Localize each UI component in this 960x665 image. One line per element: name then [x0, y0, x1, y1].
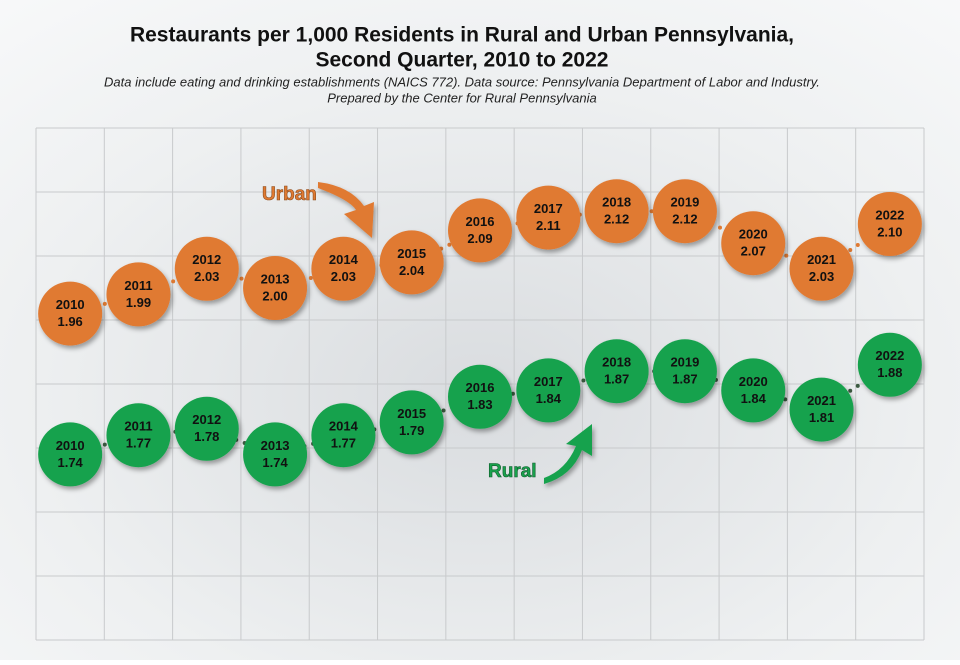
- data-point: [584, 179, 649, 244]
- point-year-label: 2016: [466, 380, 495, 395]
- data-point: [38, 422, 103, 487]
- point-year-label: 2010: [56, 438, 85, 453]
- data-label: 2.03: [809, 269, 834, 284]
- point-year-label: 2020: [739, 227, 768, 242]
- arrow: [318, 182, 374, 238]
- point-year-label: 2012: [192, 252, 221, 267]
- data-label: 2.00: [262, 288, 287, 303]
- data-point: [448, 198, 512, 263]
- point-year-label: 2018: [602, 355, 631, 370]
- data-label: 2.07: [741, 244, 766, 259]
- data-label: 1.79: [399, 423, 424, 438]
- point-year-label: 2019: [670, 195, 699, 210]
- data-point: [721, 358, 786, 423]
- data-label: 1.77: [126, 436, 151, 451]
- data-label: 2.09: [467, 231, 492, 246]
- data-point: [243, 422, 308, 487]
- data-label: 1.78: [194, 429, 219, 444]
- data-label: 1.96: [57, 314, 82, 329]
- point-year-label: 2015: [397, 246, 426, 261]
- point-year-label: 2017: [534, 201, 563, 216]
- point-year-label: 2010: [56, 297, 85, 312]
- data-label: 2.10: [877, 224, 902, 239]
- data-label: 2.12: [672, 212, 697, 227]
- point-year-label: 2011: [124, 278, 152, 293]
- data-point: [379, 390, 444, 455]
- data-label: 2.03: [194, 269, 219, 284]
- data-label: 1.99: [126, 295, 151, 310]
- point-year-label: 2021: [807, 393, 836, 408]
- subtitle: Prepared by the Center for Rural Pennsyl…: [327, 90, 597, 105]
- legend-label: Urban: [262, 184, 317, 205]
- point-year-label: 2011: [124, 419, 152, 434]
- data-label: 1.83: [467, 397, 492, 412]
- data-point: [721, 211, 786, 276]
- data-label: 2.11: [536, 218, 561, 233]
- data-label: 1.77: [331, 436, 356, 451]
- point-year-label: 2018: [602, 195, 631, 210]
- data-point: [857, 332, 922, 397]
- subtitle: Data include eating and drinking establi…: [104, 74, 820, 89]
- point-year-label: 2013: [261, 271, 290, 286]
- data-label: 2.04: [399, 263, 425, 278]
- data-label: 2.03: [331, 269, 356, 284]
- point-year-label: 2013: [261, 438, 290, 453]
- point-year-label: 2012: [192, 412, 221, 427]
- point-year-label: 2016: [466, 214, 495, 229]
- point-year-label: 2014: [329, 252, 359, 267]
- point-year-label: 2022: [875, 207, 904, 222]
- data-point: [311, 403, 376, 468]
- chart-title: Restaurants per 1,000 Residents in Rural…: [130, 24, 794, 47]
- data-point: [448, 364, 512, 429]
- data-label: 1.81: [809, 410, 834, 425]
- data-point: [652, 339, 717, 404]
- data-label: 1.84: [741, 391, 767, 406]
- data-point: [174, 236, 239, 301]
- data-label: 1.84: [536, 391, 562, 406]
- point-year-label: 2015: [397, 406, 426, 421]
- data-point: [584, 339, 649, 404]
- data-label: 1.74: [57, 455, 83, 470]
- data-point: [243, 256, 308, 320]
- point-year-label: 2019: [670, 355, 699, 370]
- data-point: [106, 403, 171, 468]
- data-point: [857, 192, 922, 256]
- data-label: 2.12: [604, 212, 629, 227]
- data-point: [789, 377, 854, 442]
- data-point: [38, 281, 103, 346]
- data-point: [516, 185, 581, 250]
- arrow: [544, 424, 592, 484]
- data-point: [174, 396, 239, 461]
- legend-label: Rural: [488, 461, 537, 482]
- data-point: [106, 262, 171, 327]
- data-label: 1.88: [877, 365, 902, 380]
- data-point: [311, 236, 376, 301]
- data-label: 1.87: [672, 372, 697, 387]
- data-point: [379, 230, 444, 295]
- data-point: [516, 358, 581, 423]
- point-year-label: 2017: [534, 374, 563, 389]
- point-year-label: 2014: [329, 419, 359, 434]
- chart-title: Second Quarter, 2010 to 2022: [316, 49, 609, 72]
- point-year-label: 2022: [875, 348, 904, 363]
- data-label: 1.87: [604, 372, 629, 387]
- data-point: [652, 179, 717, 244]
- point-year-label: 2020: [739, 374, 768, 389]
- data-point: [789, 236, 854, 301]
- data-label: 1.74: [262, 455, 288, 470]
- point-year-label: 2021: [807, 252, 836, 267]
